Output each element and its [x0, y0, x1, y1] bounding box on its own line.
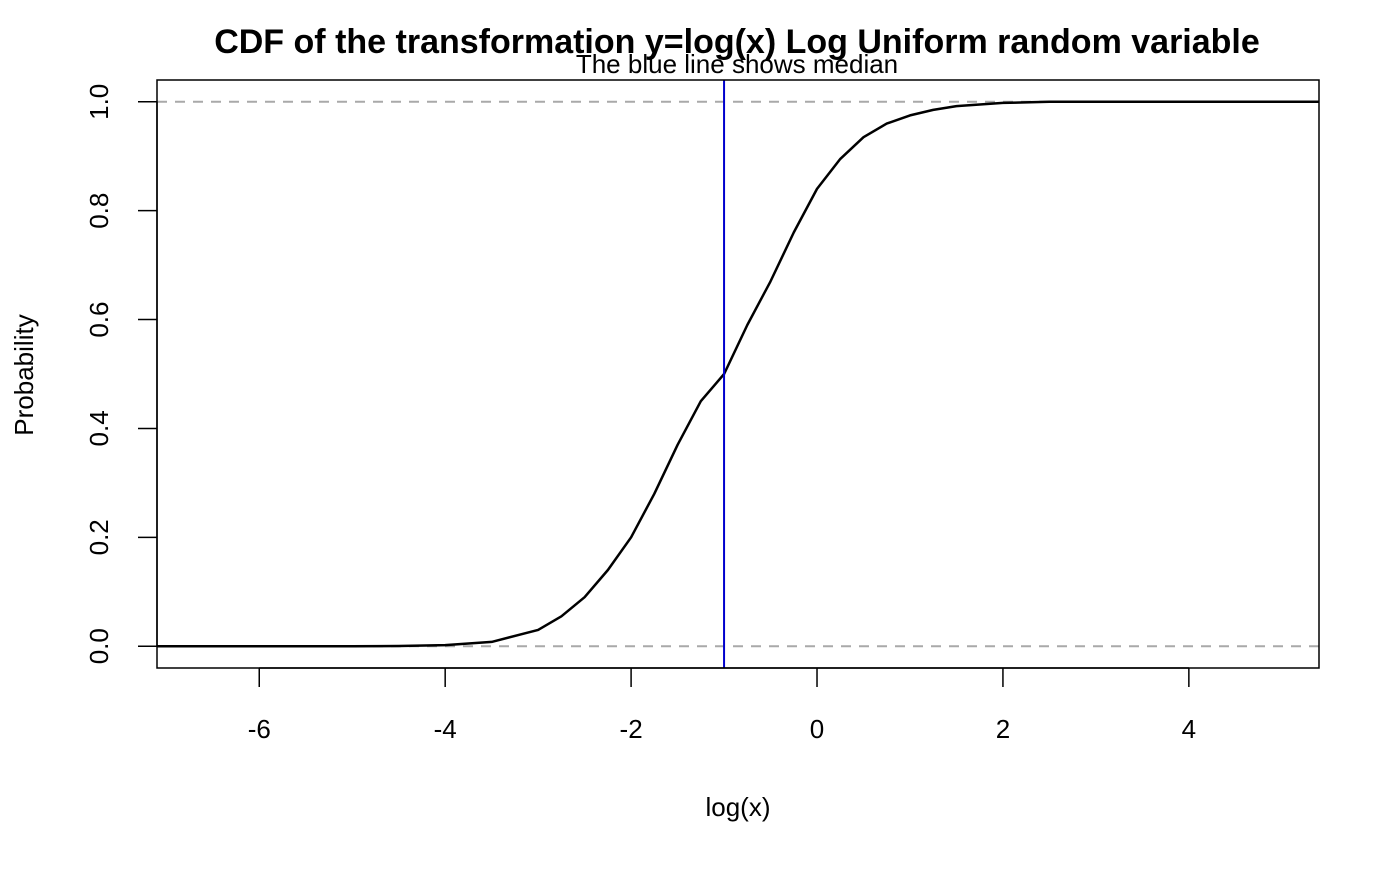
y-tick-label-2: 0.4: [84, 410, 114, 446]
x-tick-label-5: 4: [1182, 714, 1196, 744]
y-tick-label-0: 0.0: [84, 628, 114, 664]
x-tick-label-4: 2: [996, 714, 1010, 744]
x-tick-label-1: -4: [434, 714, 457, 744]
plot-area: -6 -4 -2 0 2 4 0.0 0.2 0.4 0.6 0.8 1.0: [84, 79, 1320, 744]
y-tick-label-5: 1.0: [84, 84, 114, 120]
x-tick-label-3: 0: [810, 714, 824, 744]
y-tick-label-3: 0.6: [84, 302, 114, 338]
plot-frame: [156, 79, 1320, 669]
x-tick-label-0: -6: [248, 714, 271, 744]
chart-title: CDF of the transformation y=log(x) Log U…: [214, 23, 1260, 61]
y-tick-label-4: 0.8: [84, 193, 114, 229]
x-tick-label-2: -2: [620, 714, 643, 744]
x-axis-label: log(x): [705, 792, 770, 822]
chart-subtitle: The blue line shows median: [576, 49, 898, 79]
y-tick-label-1: 0.2: [84, 519, 114, 555]
cdf-curve: [157, 100, 1319, 648]
y-axis-label: Probability: [9, 314, 39, 435]
